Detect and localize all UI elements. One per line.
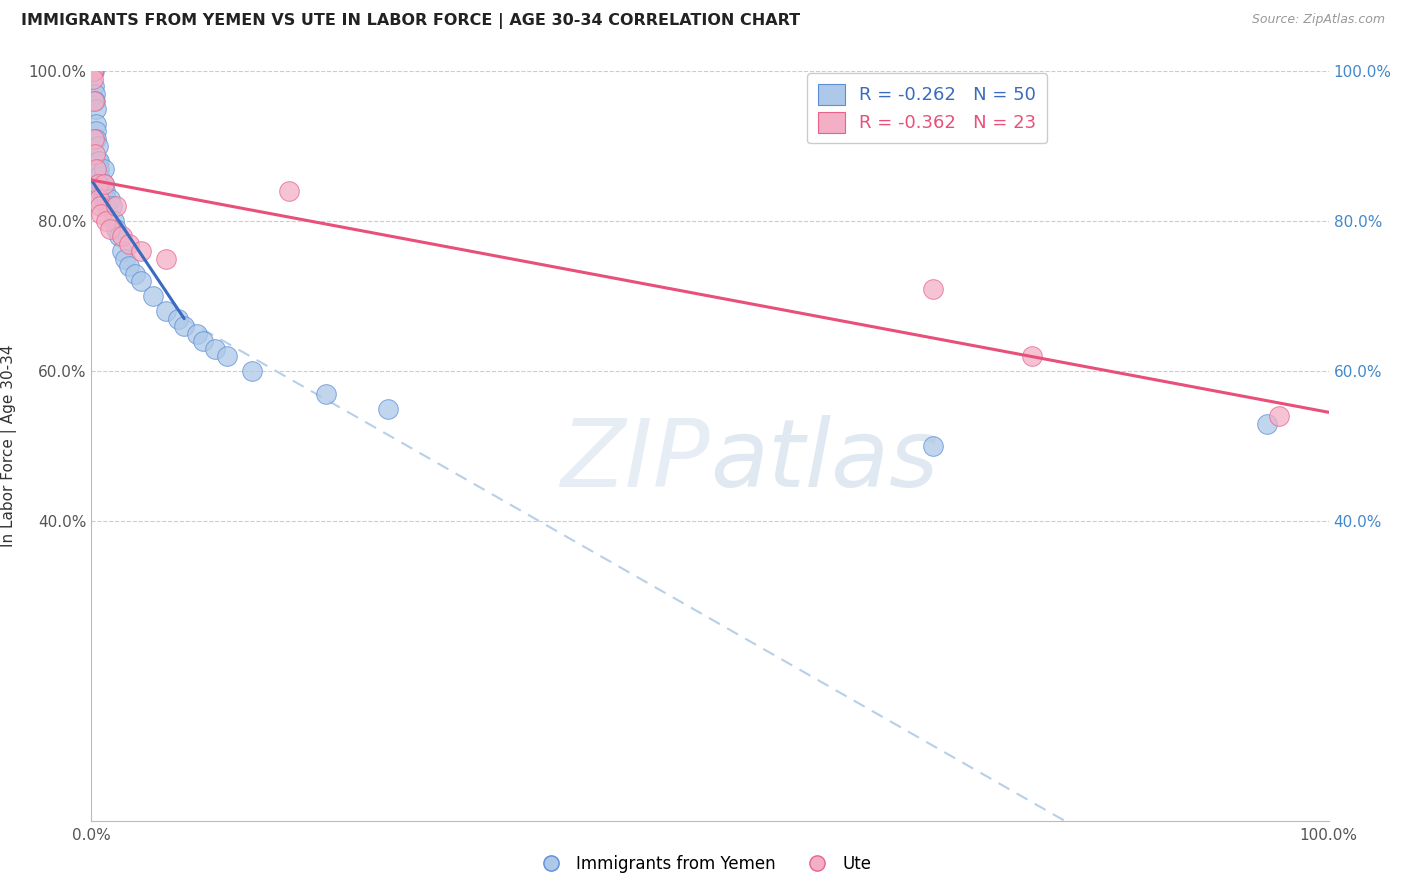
Point [91,192,114,206]
Point [83,95,105,109]
Point [93,161,115,176]
Point [921,282,943,296]
Point [117,236,139,251]
Point [86,161,108,176]
Point [93,177,115,191]
Point [96,214,118,228]
Point [107,229,129,244]
Point [114,252,136,266]
Point [377,401,399,416]
Point [82,64,104,78]
Point [94,184,117,198]
Point [155,252,177,266]
Point [84,87,107,101]
Point [89,199,111,213]
Point [86,124,108,138]
Point [1256,417,1278,431]
Point [98,192,121,206]
Point [84,146,107,161]
Point [105,199,128,213]
Point [142,289,165,303]
Point [87,192,110,206]
Point [90,207,112,221]
Point [82,64,104,78]
Point [315,386,337,401]
Point [90,177,112,191]
Point [84,95,107,109]
Text: IMMIGRANTS FROM YEMEN VS UTE IN LABOR FORCE | AGE 30-34 CORRELATION CHART: IMMIGRANTS FROM YEMEN VS UTE IN LABOR FO… [21,13,800,29]
Point [129,274,152,288]
Point [96,192,118,206]
Point [278,184,301,198]
Point [86,102,108,116]
Point [86,154,108,169]
Point [82,64,104,78]
Point [83,79,105,94]
Point [93,177,115,191]
Text: Source: ZipAtlas.com: Source: ZipAtlas.com [1251,13,1385,27]
Point [87,161,110,176]
Point [87,169,110,184]
Point [1268,409,1291,423]
Text: atlas: atlas [710,416,938,507]
Point [89,184,111,198]
Point [83,64,105,78]
Point [240,364,263,378]
Point [82,64,104,78]
Point [921,439,943,453]
Point [124,267,146,281]
Point [111,244,134,259]
Point [89,177,111,191]
Point [204,342,226,356]
Point [155,304,177,318]
Point [167,311,190,326]
Point [91,184,114,198]
Point [1021,349,1043,363]
Y-axis label: In Labor Force | Age 30-34: In Labor Force | Age 30-34 [1,344,17,548]
Point [82,71,104,86]
Legend: Immigrants from Yemen, Ute: Immigrants from Yemen, Ute [527,848,879,880]
Point [117,259,139,273]
Point [86,117,108,131]
Point [111,229,134,244]
Text: ZIP: ZIP [561,416,710,507]
Point [105,221,128,235]
Point [217,349,239,363]
Point [186,326,208,341]
Point [87,154,110,169]
Legend: R = -0.262   N = 50, R = -0.362   N = 23: R = -0.262 N = 50, R = -0.362 N = 23 [807,73,1047,144]
Point [86,177,108,191]
Point [103,214,125,228]
Point [83,132,105,146]
Point [129,244,152,259]
Point [82,64,104,78]
Point [96,199,118,213]
Point [191,334,214,348]
Point [86,139,108,153]
Point [86,161,108,176]
Point [101,199,124,213]
Point [98,221,121,235]
Point [173,319,195,334]
Point [86,132,108,146]
